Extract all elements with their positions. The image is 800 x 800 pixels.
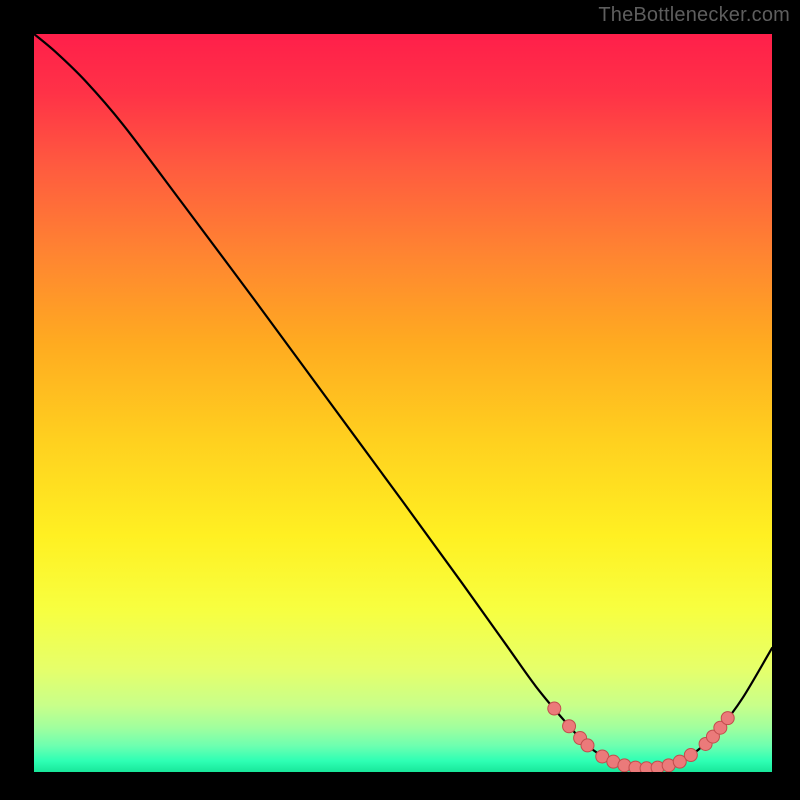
chart-container: TheBottlenecker.com xyxy=(0,0,800,800)
curve-marker xyxy=(721,712,734,725)
curve-marker xyxy=(548,702,561,715)
curve-marker xyxy=(563,720,576,733)
watermark-text: TheBottlenecker.com xyxy=(598,4,790,27)
plot-background xyxy=(34,34,772,772)
curve-marker xyxy=(581,739,594,752)
bottleneck-curve-chart xyxy=(0,0,800,800)
curve-marker xyxy=(684,749,697,762)
